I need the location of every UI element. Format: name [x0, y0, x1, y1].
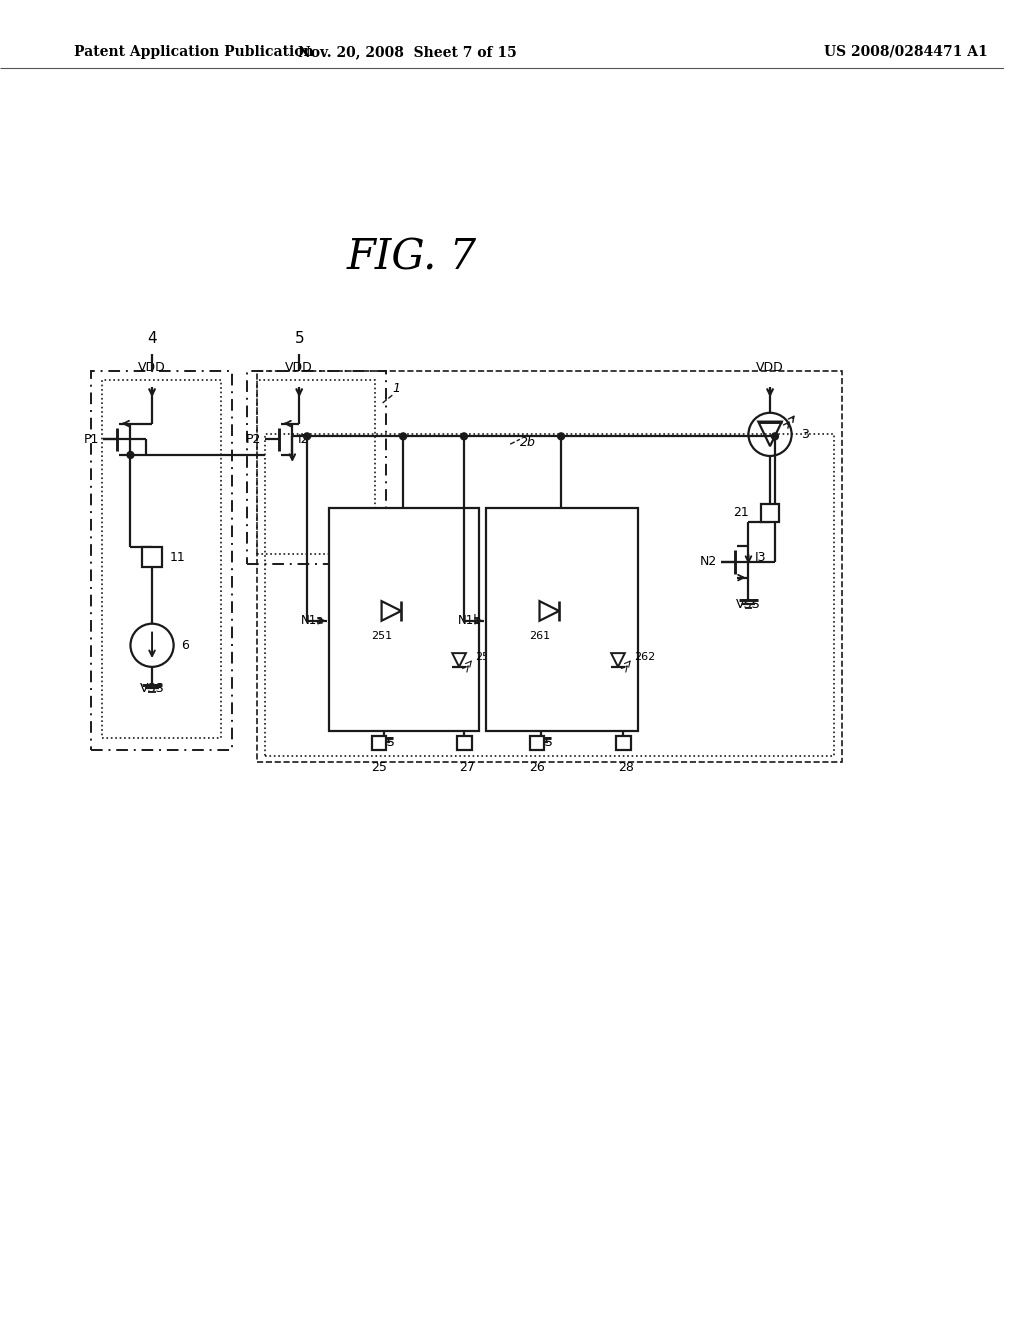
Text: P2: P2 — [246, 433, 261, 446]
Bar — [457, 735, 472, 750]
Text: 261: 261 — [529, 631, 550, 642]
Text: 262: 262 — [634, 652, 655, 663]
Bar — [91, 371, 232, 750]
Text: N1b: N1b — [458, 614, 481, 627]
Text: VSS: VSS — [372, 737, 396, 750]
Circle shape — [461, 433, 467, 440]
Text: 27: 27 — [459, 762, 475, 774]
Text: VDD: VDD — [286, 360, 313, 374]
Text: 1: 1 — [392, 381, 400, 395]
Bar — [485, 508, 638, 731]
Text: 4: 4 — [147, 331, 157, 346]
Text: 252: 252 — [475, 652, 496, 663]
Circle shape — [127, 451, 134, 458]
Bar — [616, 735, 631, 750]
Text: VSS: VSS — [736, 598, 761, 611]
Bar — [257, 371, 842, 762]
Text: Nov. 20, 2008  Sheet 7 of 15: Nov. 20, 2008 Sheet 7 of 15 — [298, 45, 516, 59]
Bar — [142, 548, 162, 566]
Circle shape — [399, 433, 407, 440]
Text: P1: P1 — [84, 433, 99, 446]
Text: 251: 251 — [371, 631, 392, 642]
Text: VDD: VDD — [756, 360, 784, 374]
Text: 28: 28 — [617, 762, 634, 774]
Text: VSS: VSS — [529, 737, 554, 750]
Text: 11: 11 — [170, 550, 185, 564]
Bar — [265, 434, 834, 756]
Text: 6: 6 — [181, 639, 189, 652]
Text: 2b: 2b — [520, 437, 536, 449]
Text: 5: 5 — [294, 331, 304, 346]
Text: FIG. 7: FIG. 7 — [347, 236, 477, 279]
Text: 21: 21 — [733, 507, 749, 519]
Bar — [247, 371, 385, 564]
Text: Patent Application Publication: Patent Application Publication — [74, 45, 313, 59]
Text: 26: 26 — [528, 762, 545, 774]
Bar — [329, 508, 478, 731]
Text: 3: 3 — [802, 428, 809, 441]
Bar — [529, 735, 545, 750]
Text: VSS: VSS — [140, 682, 164, 696]
Text: N1a: N1a — [301, 614, 325, 627]
Text: VDD: VDD — [138, 360, 166, 374]
Text: I2: I2 — [298, 433, 309, 446]
Text: I3: I3 — [755, 550, 766, 564]
Text: 25: 25 — [371, 762, 387, 774]
Circle shape — [558, 433, 564, 440]
Bar — [761, 504, 779, 521]
Bar — [257, 380, 375, 554]
Circle shape — [771, 433, 778, 440]
Bar — [372, 735, 386, 750]
Text: N2: N2 — [699, 556, 717, 569]
Text: US 2008/0284471 A1: US 2008/0284471 A1 — [824, 45, 988, 59]
Bar — [102, 380, 221, 738]
Circle shape — [303, 433, 310, 440]
